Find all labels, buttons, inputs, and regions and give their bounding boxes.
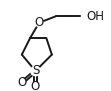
Text: O: O <box>31 80 40 91</box>
Circle shape <box>81 11 91 21</box>
Text: OH: OH <box>86 10 104 23</box>
Text: O: O <box>35 16 44 29</box>
Circle shape <box>31 66 40 76</box>
Circle shape <box>32 83 39 90</box>
Text: O: O <box>17 76 26 89</box>
Circle shape <box>18 79 26 87</box>
Circle shape <box>35 19 43 27</box>
Text: S: S <box>32 65 39 77</box>
